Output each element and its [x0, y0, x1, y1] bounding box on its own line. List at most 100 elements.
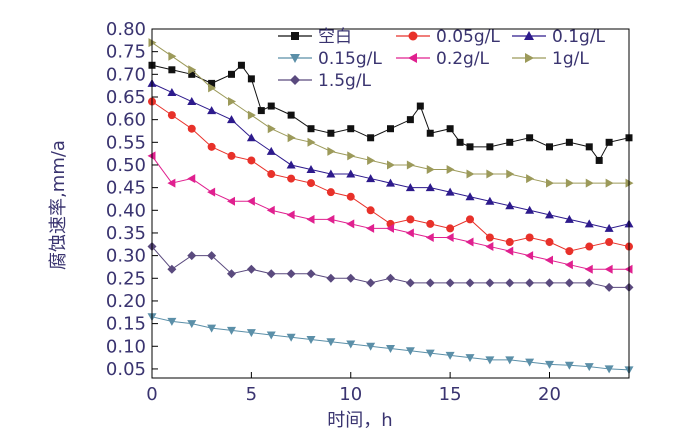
data-point: [267, 124, 276, 134]
y-tick-label: 0.20: [106, 291, 146, 312]
data-point: [287, 133, 296, 143]
data-point: [564, 260, 573, 270]
data-point: [287, 111, 295, 119]
data-point: [505, 278, 515, 288]
data-point: [585, 143, 593, 151]
data-point: [386, 273, 395, 283]
data-point: [207, 251, 217, 261]
data-point: [346, 192, 355, 201]
data-point: [485, 242, 494, 252]
data-point: [187, 174, 196, 184]
series-line: [151, 155, 629, 270]
data-point: [207, 187, 216, 197]
legend-marker: [408, 53, 417, 63]
x-tick-label: 5: [246, 384, 257, 405]
data-point: [246, 329, 256, 338]
series-5: [147, 151, 633, 274]
data-point: [307, 137, 316, 147]
series-layer: [147, 38, 634, 375]
data-point: [247, 156, 256, 165]
y-tick-label: 0.25: [106, 268, 146, 289]
data-point: [266, 205, 275, 215]
data-point: [525, 205, 535, 214]
legend-label: 0.15g/L: [318, 49, 382, 69]
series-2: [148, 97, 633, 256]
data-point: [347, 151, 356, 161]
plot-frame: [151, 28, 630, 379]
data-point: [366, 206, 375, 215]
data-point: [246, 196, 255, 206]
data-point: [227, 151, 236, 160]
legend-marker: [525, 53, 534, 63]
data-point: [266, 269, 276, 279]
data-point: [386, 345, 395, 354]
y-axis-title: 腐蚀速率,mm/a: [48, 140, 69, 270]
data-point: [387, 125, 394, 133]
axes-layer: 0 5 10 15 20 0.050.100.150.200.250.300.350.40…: [106, 19, 561, 405]
data-point: [267, 170, 276, 179]
data-point: [228, 70, 235, 78]
data-point: [266, 146, 276, 155]
data-point: [604, 264, 613, 274]
data-point: [227, 115, 236, 124]
data-point: [546, 178, 554, 188]
data-point: [208, 79, 216, 87]
data-point: [207, 142, 216, 151]
data-point: [366, 342, 376, 351]
data-point: [167, 111, 176, 120]
series-7: [147, 242, 634, 292]
data-point: [326, 214, 335, 224]
y-tick-label: 0.40: [106, 200, 146, 221]
series-3: [147, 78, 634, 232]
data-point: [505, 246, 514, 256]
data-point: [167, 87, 177, 96]
legend-item: 0.2g/L: [396, 49, 490, 69]
data-point: [326, 273, 336, 283]
legend-item: 0.1g/L: [512, 27, 606, 47]
data-point: [446, 165, 455, 175]
data-point: [565, 138, 573, 146]
x-axis-title: 时间，h: [327, 410, 392, 431]
data-point: [506, 138, 514, 146]
data-point: [405, 183, 415, 192]
data-point: [366, 278, 376, 288]
y-tick-label: 0.50: [106, 155, 146, 176]
legend-marker: [524, 31, 534, 40]
data-point: [257, 107, 265, 115]
data-point: [306, 165, 316, 174]
y-tick-label: 0.45: [106, 178, 146, 199]
legend-label: 空白: [318, 27, 352, 47]
data-point: [564, 361, 574, 370]
data-point: [187, 320, 197, 329]
legend-item: 1.5g/L: [278, 71, 372, 91]
data-point: [406, 160, 415, 170]
series-6: [148, 38, 634, 188]
data-point: [565, 247, 574, 256]
data-point: [326, 169, 336, 178]
data-point: [426, 219, 435, 228]
data-point: [327, 129, 335, 137]
x-tick-label: 10: [339, 384, 362, 405]
data-point: [545, 360, 554, 369]
data-point: [307, 179, 315, 188]
y-tick-label: 0.75: [106, 42, 146, 63]
data-point: [585, 178, 594, 188]
data-point: [387, 160, 395, 170]
data-point: [446, 224, 455, 233]
data-point: [246, 133, 256, 142]
legend-label: 1g/L: [552, 49, 589, 69]
data-point: [426, 129, 434, 137]
data-point: [167, 178, 176, 188]
series-line: [151, 82, 630, 229]
data-point: [267, 102, 275, 110]
data-point: [367, 134, 375, 142]
x-tick-label: 0: [146, 384, 157, 405]
x-tick-label: 15: [439, 384, 462, 405]
data-point: [584, 363, 594, 372]
data-point: [506, 169, 515, 179]
y-tick-label: 0.55: [106, 132, 146, 153]
legend-item: 0.05g/L: [396, 27, 500, 47]
legend-marker: [291, 32, 299, 40]
data-point: [425, 183, 435, 192]
data-point: [545, 210, 554, 219]
